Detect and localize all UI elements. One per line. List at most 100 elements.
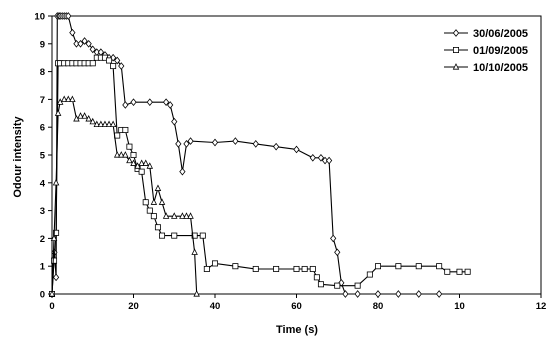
data-point xyxy=(52,178,60,186)
data-point xyxy=(146,98,153,107)
y-axis-title: Odour intensity xyxy=(12,115,24,197)
data-point xyxy=(138,168,145,175)
data-point xyxy=(187,212,194,219)
data-point xyxy=(211,260,218,267)
data-point xyxy=(89,60,96,67)
data-point xyxy=(52,273,60,282)
data-point xyxy=(309,153,316,162)
data-point xyxy=(252,140,259,148)
data-point xyxy=(109,120,117,128)
data-point xyxy=(89,117,96,125)
data-point xyxy=(114,56,121,65)
data-point xyxy=(122,101,129,109)
data-point xyxy=(330,234,337,243)
data-point xyxy=(317,153,325,162)
data-point xyxy=(159,232,166,239)
data-point xyxy=(171,232,178,239)
data-point xyxy=(179,167,186,176)
y-tick-label: 5 xyxy=(40,151,46,162)
legend-label: 30/06/2005 xyxy=(473,28,528,40)
data-point xyxy=(158,198,166,205)
legend-marker xyxy=(452,47,459,54)
data-point xyxy=(191,232,198,239)
data-point xyxy=(106,57,113,64)
data-point xyxy=(309,265,316,272)
data-point xyxy=(73,39,80,48)
data-point xyxy=(334,248,341,257)
y-tick-label: 0 xyxy=(40,290,45,301)
data-point xyxy=(162,98,170,107)
data-point xyxy=(118,62,125,70)
data-point xyxy=(126,156,133,164)
data-point xyxy=(142,159,149,166)
data-point xyxy=(126,143,133,150)
x-axis-title: Time (s) xyxy=(276,324,318,336)
data-point xyxy=(374,290,382,298)
data-point xyxy=(293,265,300,272)
data-point xyxy=(122,151,129,158)
data-point xyxy=(171,117,178,126)
legend-marker xyxy=(452,29,460,37)
data-point xyxy=(183,212,190,219)
x-tick-label: 0 xyxy=(49,301,54,312)
data-point xyxy=(325,156,333,165)
data-point xyxy=(321,156,329,165)
data-point xyxy=(85,114,92,122)
data-point xyxy=(313,274,320,281)
y-tick-label: 3 xyxy=(40,206,45,217)
data-point xyxy=(77,39,84,48)
data-point xyxy=(154,224,161,231)
data-point xyxy=(317,281,324,288)
data-point xyxy=(395,290,402,298)
legend-label: 01/09/2005 xyxy=(473,45,528,57)
series-triangle xyxy=(48,95,200,297)
series-square xyxy=(49,54,471,297)
data-point xyxy=(464,268,471,275)
x-tick-label: 80 xyxy=(373,301,384,312)
data-point xyxy=(93,120,101,128)
data-point xyxy=(293,145,300,154)
data-point xyxy=(436,290,443,298)
data-point xyxy=(130,151,137,158)
data-point xyxy=(252,265,259,272)
data-point xyxy=(69,95,76,102)
data-point xyxy=(175,140,182,148)
data-point xyxy=(187,137,194,145)
data-point xyxy=(60,95,68,102)
series-line xyxy=(51,57,468,295)
data-point xyxy=(167,101,174,109)
data-point xyxy=(113,151,121,158)
data-point xyxy=(81,112,88,119)
legend: 30/06/2005 01/09/2005 10/10/2005 xyxy=(444,28,528,74)
y-tick-label: 6 xyxy=(40,123,45,134)
data-point xyxy=(54,109,62,116)
data-point xyxy=(342,290,349,298)
data-point xyxy=(130,98,137,107)
series-diamond xyxy=(48,12,443,298)
data-point xyxy=(65,95,72,102)
data-point xyxy=(51,257,58,264)
data-point xyxy=(101,120,109,128)
data-point xyxy=(366,271,373,278)
series-layer xyxy=(48,12,471,298)
data-point xyxy=(444,268,451,275)
data-point xyxy=(273,142,280,151)
data-point xyxy=(301,265,308,272)
y-tick-label: 8 xyxy=(40,67,45,78)
data-point xyxy=(415,263,422,270)
data-point xyxy=(456,268,463,275)
data-point xyxy=(110,53,117,62)
data-point xyxy=(232,263,239,270)
data-point xyxy=(191,248,198,255)
data-point xyxy=(81,37,88,45)
x-tick-label: 20 xyxy=(128,301,139,312)
data-point xyxy=(122,126,129,133)
data-point xyxy=(150,213,157,220)
data-point xyxy=(118,151,125,158)
data-point xyxy=(334,282,341,289)
data-point xyxy=(69,28,76,37)
data-point xyxy=(48,290,56,297)
